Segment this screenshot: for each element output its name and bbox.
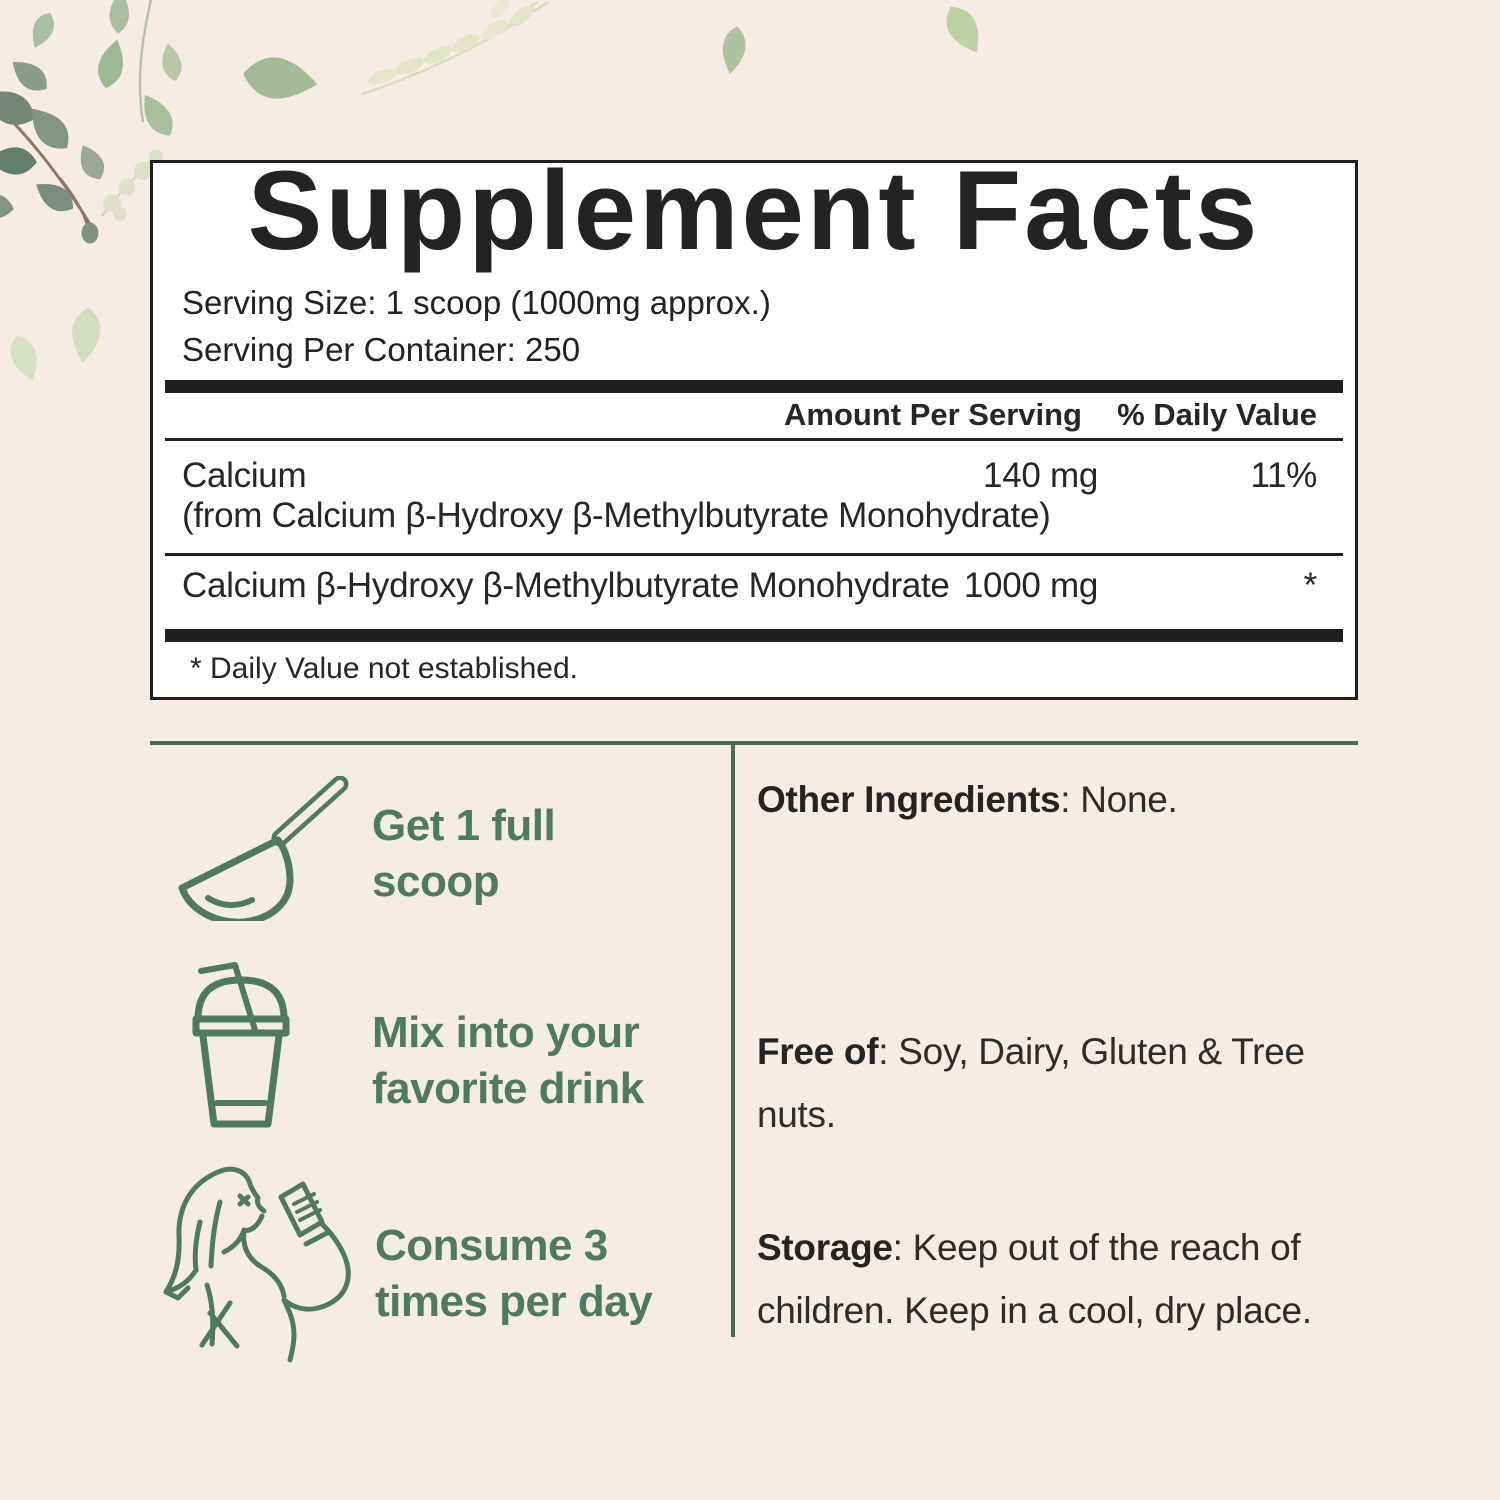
leaf-decoration — [718, 24, 749, 76]
divider-thick-bottom — [165, 629, 1343, 642]
free-of-text: Free of: Soy, Dairy, Gluten & Tree nuts. — [757, 1031, 1305, 1135]
direction-line: times per day — [375, 1277, 653, 1326]
divider-thin-1 — [165, 438, 1343, 441]
faded-spray-decoration — [361, 0, 549, 96]
nutrient-name: Calcium — [182, 456, 307, 495]
eucalyptus-branch-decoration — [0, 52, 110, 244]
supplement-facts-panel: Supplement Facts Serving Size: 1 scoop (… — [150, 148, 1358, 700]
other-ingredients-label: Other Ingredients — [757, 779, 1061, 820]
leaf-decoration — [67, 305, 104, 365]
vertical-divider — [731, 741, 735, 1337]
sage-leaf-cluster-decoration — [25, 0, 321, 142]
storage-text: Storage: Keep out of the reach of childr… — [757, 1227, 1312, 1331]
nutrient-name: Calcium β-Hydroxy β-Methylbutyrate Monoh… — [182, 566, 950, 605]
direction-line: Get 1 full — [372, 801, 556, 850]
leaf-decoration — [938, 0, 989, 60]
horizontal-divider — [150, 741, 1358, 745]
nutrient-daily-value: 11% — [1250, 456, 1317, 495]
other-ingredients-text: Other Ingredients: None. — [757, 779, 1178, 820]
scoop-icon — [178, 776, 349, 921]
nutrient-amount: 140 mg — [983, 456, 1098, 495]
drink-cup-icon — [192, 962, 290, 1128]
column-header-daily-value: % Daily Value — [1117, 397, 1317, 432]
direction-line: favorite drink — [372, 1064, 644, 1113]
woman-drinking-icon — [163, 1166, 351, 1363]
direction-step-3: Consume 3 times per day — [375, 1218, 653, 1330]
storage-label: Storage — [757, 1227, 893, 1268]
free-of-label: Free of — [757, 1031, 879, 1072]
nutrient-name-detail: (from Calcium β-Hydroxy β-Methylbutyrate… — [182, 496, 1051, 535]
divider-thin-2 — [165, 553, 1343, 556]
panel-title: Supplement Facts — [247, 148, 1261, 273]
nutrient-daily-value: * — [1303, 566, 1318, 605]
nutrient-amount: 1000 mg — [963, 566, 1098, 605]
faded-eucalyptus-decoration — [100, 149, 164, 221]
column-header-amount: Amount Per Serving — [784, 397, 1082, 432]
servings-per-container: Serving Per Container: 250 — [182, 331, 581, 368]
direction-line: Consume 3 — [375, 1221, 608, 1270]
direction-line: Mix into your — [372, 1008, 640, 1057]
daily-value-footnote: * Daily Value not established. — [190, 652, 579, 685]
leaf-decoration — [5, 331, 44, 385]
direction-step-1: Get 1 full scoop — [372, 798, 556, 910]
direction-line: scoop — [372, 857, 500, 906]
serving-size: Serving Size: 1 scoop (1000mg approx.) — [182, 284, 771, 321]
divider-thick-top — [165, 380, 1343, 393]
direction-step-2: Mix into your favorite drink — [372, 1005, 644, 1117]
